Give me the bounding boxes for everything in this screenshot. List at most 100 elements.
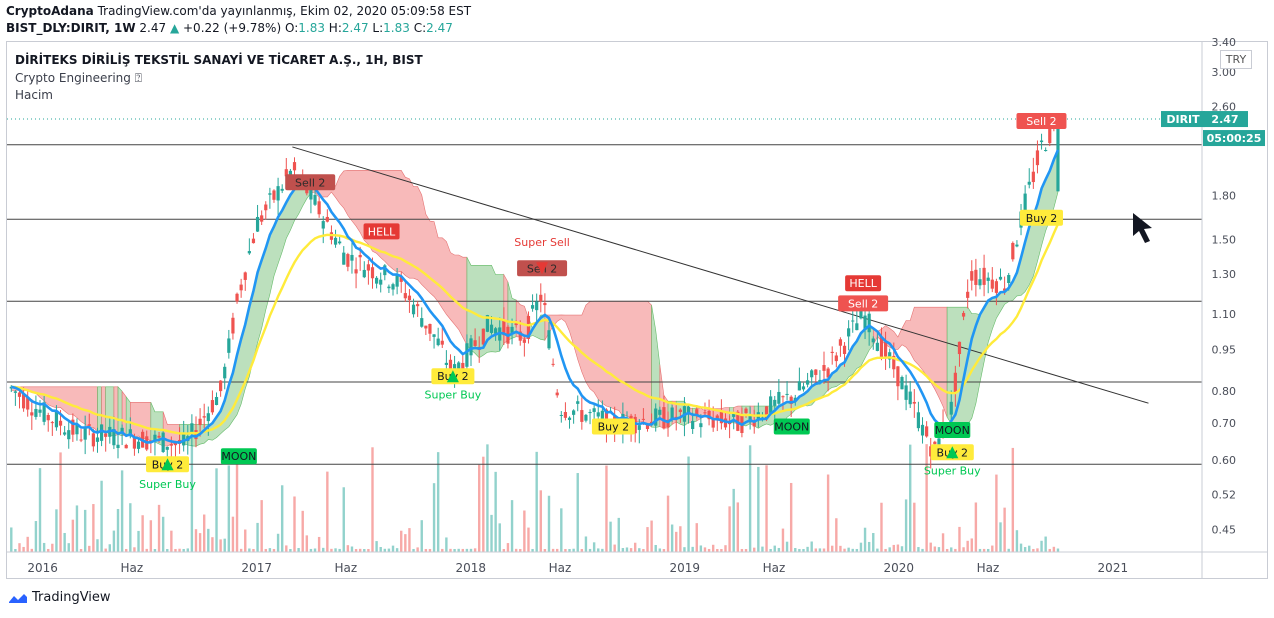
candle-body bbox=[83, 427, 87, 440]
volume-bar bbox=[568, 548, 571, 552]
candle-body bbox=[63, 432, 67, 435]
candle-body bbox=[1044, 150, 1048, 152]
volume-bar bbox=[203, 514, 206, 552]
volume-bar bbox=[88, 545, 91, 552]
tradingview-brand[interactable]: TradingView bbox=[8, 590, 111, 605]
brand-label: TradingView bbox=[32, 590, 111, 605]
volume-bar bbox=[909, 444, 912, 552]
volume-bar bbox=[170, 530, 173, 552]
volume-bar bbox=[945, 548, 949, 552]
volume-bar bbox=[424, 548, 428, 552]
candle-body bbox=[559, 414, 563, 416]
volume-bar bbox=[564, 548, 567, 552]
volume-bar bbox=[556, 548, 559, 552]
price-tag bbox=[1203, 111, 1248, 128]
volume-bar bbox=[354, 549, 358, 552]
open-value: 1.83 bbox=[298, 21, 325, 35]
signal-badge bbox=[845, 275, 882, 292]
candle-body bbox=[1035, 150, 1040, 166]
volume-bar bbox=[198, 533, 202, 552]
candle-body bbox=[190, 423, 194, 434]
volume-bar bbox=[744, 549, 748, 552]
candle-body bbox=[567, 417, 572, 420]
volume-bar bbox=[71, 519, 75, 552]
volume-bar bbox=[92, 504, 95, 552]
volume-bar bbox=[301, 510, 304, 552]
candle-body bbox=[399, 276, 403, 282]
sell-arrow-icon bbox=[536, 262, 549, 275]
candle-body bbox=[851, 320, 855, 322]
candle-body bbox=[210, 400, 215, 413]
currency-scale-button[interactable]: TRY bbox=[1220, 50, 1252, 69]
candle-body bbox=[338, 241, 342, 244]
volume-bar bbox=[966, 540, 969, 552]
candle-body bbox=[978, 279, 982, 286]
volume-bar bbox=[872, 533, 875, 552]
signal-buy: Buy 2 bbox=[431, 368, 475, 385]
candle-body bbox=[268, 193, 272, 195]
volume-bar bbox=[276, 533, 280, 552]
volume-bar bbox=[654, 544, 657, 552]
volume-bar bbox=[383, 548, 387, 552]
candle-body bbox=[223, 366, 227, 379]
volume-bar bbox=[330, 548, 333, 552]
volume-bar bbox=[551, 548, 555, 552]
volume-legend[interactable]: Hacim bbox=[15, 88, 53, 102]
candle-body bbox=[822, 365, 826, 371]
volume-bar bbox=[831, 545, 834, 552]
low-label: L: bbox=[372, 21, 384, 35]
candle-body bbox=[87, 424, 91, 426]
candle-body bbox=[859, 307, 863, 319]
volume-bar bbox=[137, 530, 140, 552]
countdown-tag bbox=[1203, 130, 1265, 147]
signal-text-sell: Super Sell bbox=[514, 236, 570, 249]
volume-bar bbox=[835, 518, 838, 552]
candle-body bbox=[17, 392, 22, 397]
x-tick-label: 2021 bbox=[1098, 561, 1129, 575]
volume-bar bbox=[239, 548, 243, 552]
volume-bar bbox=[814, 548, 817, 552]
volume-bar bbox=[22, 546, 25, 552]
candle-body bbox=[362, 269, 366, 278]
volume-bar bbox=[933, 546, 937, 552]
candle-body bbox=[75, 424, 79, 435]
candle-body bbox=[46, 415, 50, 421]
author-name[interactable]: CryptoAdana bbox=[6, 4, 94, 18]
signal-badge bbox=[1019, 209, 1063, 226]
candle-body bbox=[239, 284, 243, 291]
volume-bar bbox=[720, 548, 723, 552]
candle-body bbox=[797, 381, 801, 391]
volume-bar bbox=[453, 548, 456, 552]
candle-body bbox=[551, 363, 555, 365]
y-tick-label: 0.70 bbox=[1212, 417, 1237, 430]
candle-body bbox=[961, 312, 966, 317]
volume-bar bbox=[1015, 530, 1019, 552]
signal-label: Buy 2 bbox=[1026, 212, 1058, 225]
indicator-legend[interactable]: Crypto Engineering ⍰ bbox=[15, 71, 142, 85]
candle-body bbox=[247, 251, 251, 254]
volume-bar bbox=[777, 547, 781, 552]
candle-body bbox=[235, 293, 239, 302]
signal-buy: Buy 2 bbox=[930, 444, 974, 461]
candle-body bbox=[243, 272, 247, 280]
candle-body bbox=[769, 396, 773, 413]
candle-body bbox=[847, 328, 851, 337]
volume-bar bbox=[839, 545, 842, 552]
candle-body bbox=[13, 391, 17, 393]
signal-badge bbox=[1016, 113, 1067, 130]
candle-body bbox=[773, 399, 777, 406]
candle-body bbox=[104, 433, 108, 437]
candle-body bbox=[502, 319, 506, 336]
volume-bar bbox=[707, 548, 711, 552]
candle-body bbox=[305, 187, 309, 194]
volume-bar bbox=[285, 545, 288, 552]
y-tick-label: 3.00 bbox=[1212, 66, 1237, 79]
volume-bar bbox=[646, 527, 649, 552]
volume-bar bbox=[502, 548, 506, 552]
volume-bar bbox=[420, 520, 423, 552]
ohlc-header: BIST_DLY:DIRIT, 1W 2.47 ▲ +0.22 (+9.78%)… bbox=[6, 21, 453, 35]
candle-body bbox=[411, 304, 416, 315]
signal-sell-dark: Sell 2 bbox=[285, 174, 336, 191]
candle-body bbox=[904, 385, 908, 400]
